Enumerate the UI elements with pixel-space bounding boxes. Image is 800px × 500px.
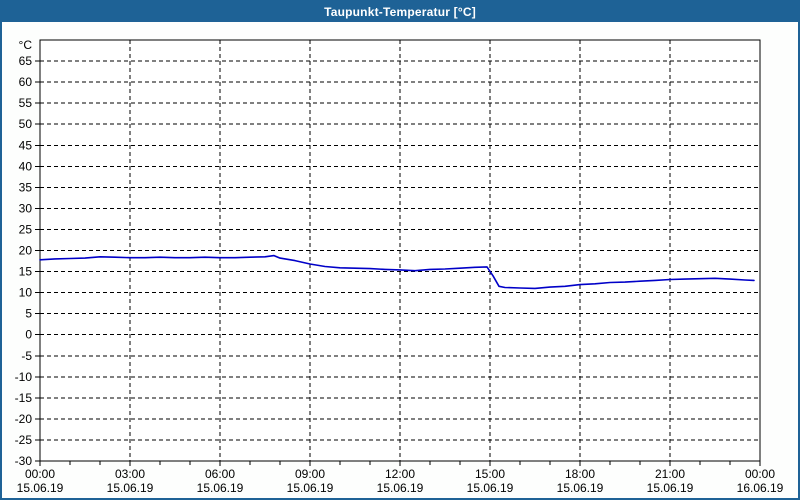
y-tick-label: -15 (15, 391, 33, 405)
y-tick-label: 30 (19, 201, 33, 215)
title-bar: Taupunkt-Temperatur [°C] (2, 2, 798, 22)
x-tick-date-label: 15.06.19 (557, 481, 604, 495)
y-tick-label: 25 (19, 222, 33, 236)
chart-canvas: 65605550454035302520151050-5-10-15-20-25… (15, 38, 784, 495)
x-tick-date-label: 15.06.19 (197, 481, 244, 495)
y-tick-label: 15 (19, 265, 33, 279)
chart-title: Taupunkt-Temperatur [°C] (324, 5, 476, 19)
x-tick-time-label: 03:00 (115, 467, 145, 481)
dewpoint-temperature-line (39, 254, 755, 290)
x-tick-date-label: 15.06.19 (287, 481, 334, 495)
y-tick-label: 5 (25, 307, 32, 321)
x-tick-date-label: 15.06.19 (377, 481, 424, 495)
x-tick-time-label: 12:00 (385, 467, 415, 481)
y-tick-label: 60 (19, 75, 33, 89)
y-tick-label: 20 (19, 244, 33, 258)
y-tick-label: -20 (15, 412, 33, 426)
y-tick-label: 50 (19, 117, 33, 131)
y-tick-label: 55 (19, 96, 33, 110)
x-tick-time-label: 21:00 (655, 467, 685, 481)
x-tick-date-label: 15.06.19 (17, 481, 64, 495)
y-tick-label: 35 (19, 180, 33, 194)
x-tick-time-label: 00:00 (25, 467, 55, 481)
x-tick-date-label: 15.06.19 (107, 481, 154, 495)
y-tick-label: -30 (15, 454, 33, 468)
x-tick-time-label: 09:00 (295, 467, 325, 481)
x-tick-time-label: 18:00 (565, 467, 595, 481)
x-tick-time-label: 06:00 (205, 467, 235, 481)
y-tick-label: 40 (19, 159, 33, 173)
y-tick-label: 45 (19, 138, 33, 152)
y-tick-label: -5 (21, 349, 32, 363)
y-tick-label: -25 (15, 433, 33, 447)
chart-area: 65 60 55 50 45 40 35 30 25 20 15 10 5 0 -5 -10 -15 -20 -25… (2, 22, 798, 498)
y-axis-unit-label: °C (19, 38, 33, 52)
y-tick-label: 0 (25, 328, 32, 342)
x-tick-time-label: 15:00 (475, 467, 505, 481)
y-tick-label: 10 (19, 286, 33, 300)
x-tick-time-label: 00:00 (745, 467, 775, 481)
x-tick-date-label: 16.06.19 (737, 481, 784, 495)
y-tick-label: 65 (19, 54, 33, 68)
y-tick-label: -10 (15, 370, 33, 384)
x-tick-date-label: 15.06.19 (647, 481, 694, 495)
x-tick-date-label: 15.06.19 (467, 481, 514, 495)
